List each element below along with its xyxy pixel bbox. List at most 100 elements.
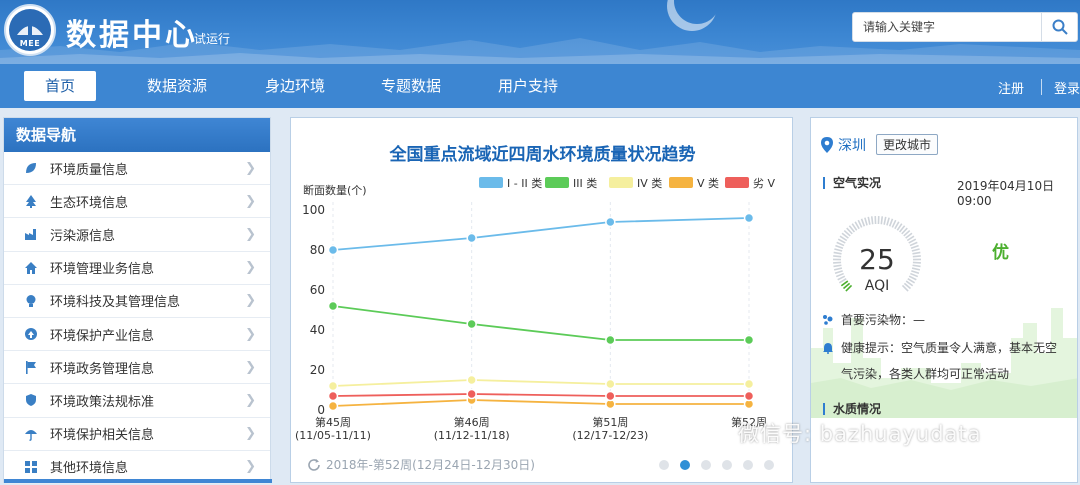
carousel-dot[interactable] (659, 460, 669, 470)
login-link[interactable]: 登录 (1054, 82, 1080, 97)
chevron-right-icon: ❯ (245, 293, 256, 309)
data-point (743, 378, 755, 390)
water-quality-section-title: 水质情况 (823, 403, 881, 415)
gauge-tick (906, 235, 915, 242)
gauge-tick (833, 261, 842, 264)
carousel-dot[interactable] (764, 460, 774, 470)
x-tick-label: 第46周 (454, 415, 490, 429)
logo[interactable]: MEE (4, 4, 56, 56)
sidebar-item-other[interactable]: 其他环境信息 ❯ (4, 451, 270, 484)
gauge-tick (839, 235, 848, 242)
gauge-tick (834, 248, 843, 252)
data-point (466, 232, 477, 244)
data-point (743, 212, 755, 224)
gauge-tick (833, 255, 842, 258)
change-city-button[interactable]: 更改城市 (876, 134, 939, 155)
search-box (852, 12, 1078, 42)
y-tick-label: 40 (310, 323, 325, 337)
sidebar-item-government-affairs[interactable]: 环境政务管理信息 ❯ (4, 351, 270, 385)
gauge-tick (907, 278, 916, 284)
grid-icon (20, 460, 42, 474)
chevron-right-icon: ❯ (245, 160, 256, 176)
legend-swatch (545, 177, 569, 188)
gauge-tick (912, 261, 921, 264)
carousel-dot[interactable] (680, 460, 690, 470)
y-tick-label: 80 (310, 243, 325, 257)
chevron-right-icon: ❯ (245, 359, 256, 375)
sidebar-item-environment-quality[interactable]: 环境质量信息 ❯ (4, 152, 270, 186)
y-tick-label: 0 (317, 403, 325, 417)
sidebar-item-label: 环境保护相关信息 (50, 428, 155, 444)
search-input[interactable] (853, 13, 1043, 41)
primary-pollutant-text: 首要污染物：— (841, 313, 926, 327)
legend-swatch (609, 177, 633, 188)
site-header: MEE 数据中心 试运行 (0, 0, 1080, 64)
carousel-dot[interactable] (701, 460, 711, 470)
gauge-tick (837, 275, 846, 281)
legend-label: IV 类 (637, 176, 662, 190)
chart-title: 全国重点流域近四周水环境质量状况趋势 (389, 145, 696, 165)
gauge-tick (837, 238, 846, 244)
nav-user-support[interactable]: 用户支持 (497, 77, 558, 95)
flag-icon (20, 360, 42, 375)
nav-data-resources[interactable]: 数据资源 (146, 77, 207, 95)
aqi-level: 优 (992, 243, 1009, 263)
data-point (327, 244, 339, 256)
gauge-tick (903, 282, 912, 290)
sidebar-item-ecology[interactable]: 生态环境信息 ❯ (4, 185, 270, 219)
tree-icon (20, 194, 42, 209)
watermark-text: 微信号: bazhuayudata (738, 422, 982, 446)
city-skyline-decoration (811, 308, 1077, 418)
sidebar-item-science-tech[interactable]: 环境科技及其管理信息 ❯ (4, 285, 270, 318)
sidebar-item-label: 环境政务管理信息 (50, 361, 155, 377)
gauge-tick (854, 221, 860, 230)
sidebar-item-label: 其他环境信息 (50, 461, 129, 477)
sidebar-item-label: 环境质量信息 (50, 162, 129, 178)
sidebar-item-label: 污染源信息 (50, 228, 116, 244)
gauge-tick (891, 219, 897, 228)
refresh-icon[interactable] (307, 458, 321, 472)
sidebar-item-management-business[interactable]: 环境管理业务信息 ❯ (4, 252, 270, 285)
skyline-decoration (0, 38, 1080, 64)
chevron-right-icon: ❯ (245, 459, 256, 475)
sidebar-item-protection-industry[interactable]: 环境保护产业信息 ❯ (4, 318, 270, 352)
x-tick-date-label: (11/12-11/18) (434, 429, 510, 442)
chart-footer: 2018年-第52周(12月24日-12月30日) (307, 456, 535, 473)
gauge-tick (912, 251, 921, 255)
search-button[interactable] (1041, 13, 1077, 41)
aqi-value: 25 (859, 243, 895, 276)
gauge-tick (833, 264, 842, 268)
chevron-right-icon: ❯ (245, 226, 256, 242)
gauge-tick (846, 227, 853, 235)
carousel-dots (659, 460, 785, 470)
logo-text: MEE (19, 39, 41, 48)
sidebar-item-pollution-source[interactable]: 污染源信息 ❯ (4, 218, 270, 252)
data-point (743, 390, 755, 402)
series-line (332, 217, 750, 251)
gauge-tick (898, 225, 906, 233)
gauge-tick (851, 223, 858, 231)
sidebar-item-policy-regulations[interactable]: 环境政策法规标准 ❯ (4, 384, 270, 418)
air-quality-section-title: 空气实况 (823, 177, 881, 189)
site-title: 数据中心 (66, 18, 198, 53)
gauge-tick (901, 227, 908, 235)
nav-local-environment[interactable]: 身边环境 (264, 77, 325, 95)
sidebar-item-label: 环境科技及其管理信息 (50, 295, 181, 311)
factory-icon (20, 227, 42, 241)
carousel-dot[interactable] (743, 460, 753, 470)
gauge-tick (833, 267, 843, 271)
nav-home[interactable]: 首页 (24, 71, 96, 101)
nav-topic-data[interactable]: 专题数据 (380, 77, 441, 95)
register-link[interactable]: 注册 (998, 82, 1025, 97)
bell-icon (821, 336, 835, 360)
water-quality-line-chart: 断面数量(个) 0 20 40 60 80 100 第45周(11/05-11/11) 第46周… (295, 176, 775, 442)
x-tick-label: 第51周 (592, 415, 628, 429)
carousel-dot[interactable] (722, 460, 732, 470)
gauge-tick (901, 284, 909, 292)
gauge-tick (896, 223, 903, 231)
nav-divider (1041, 79, 1042, 95)
sidebar-item-related-info[interactable]: 环境保护相关信息 ❯ (4, 418, 270, 451)
chevron-right-icon: ❯ (245, 260, 256, 276)
gauge-tick (911, 270, 920, 275)
leaf-icon (20, 161, 42, 175)
